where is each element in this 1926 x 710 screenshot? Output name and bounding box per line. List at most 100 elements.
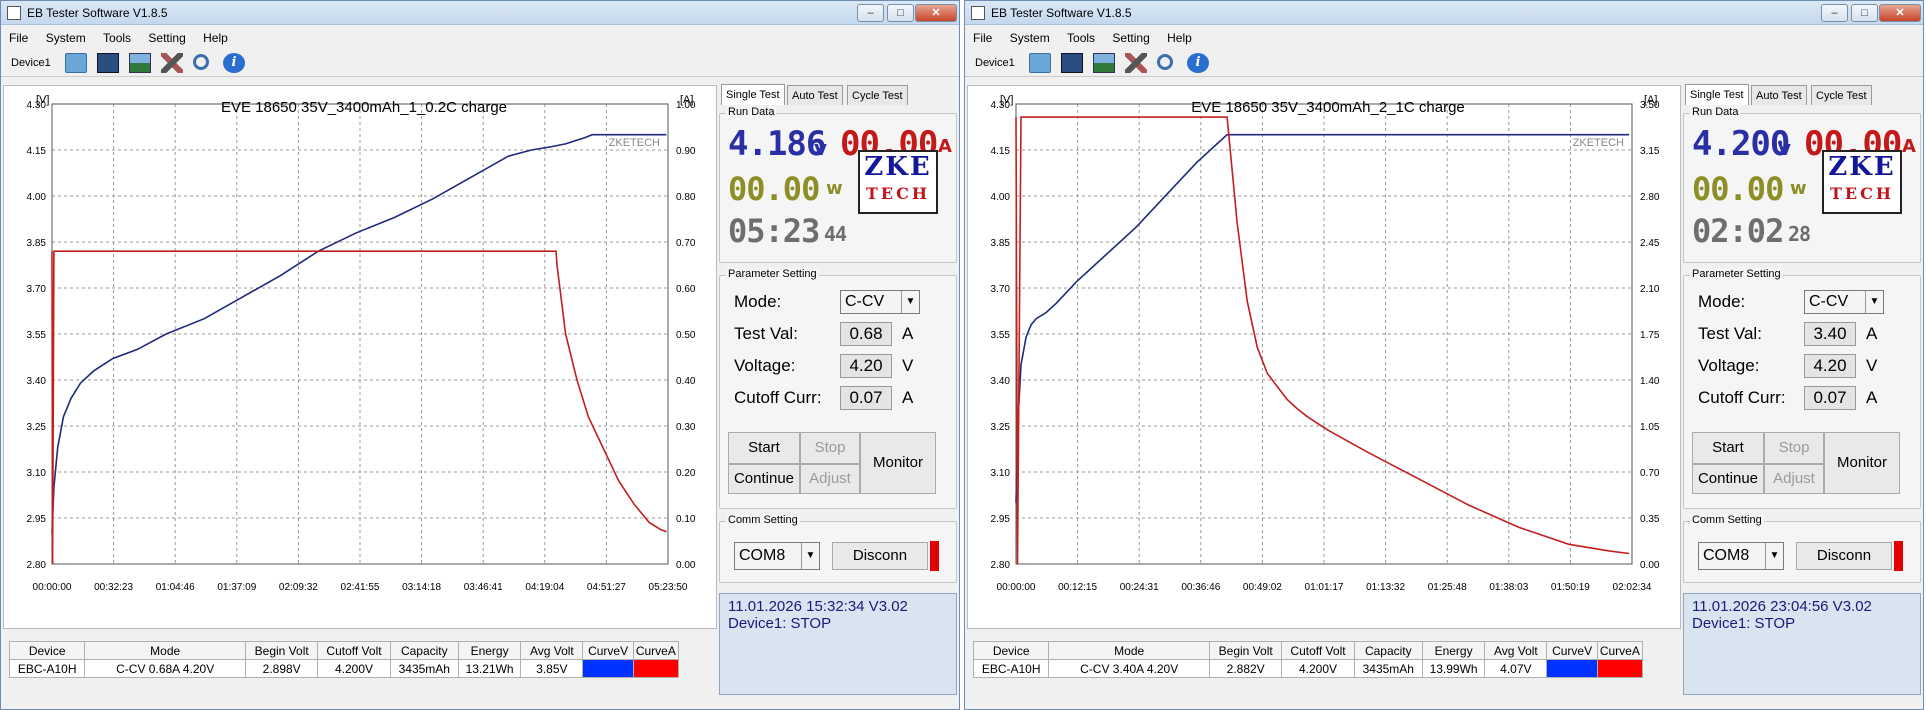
adjust-button[interactable]: Adjust	[800, 464, 860, 494]
run-data-group: Run Data 4.200 v 00.00 A 00.00 w 02:02 2…	[1683, 106, 1921, 263]
device-tab[interactable]: Device1	[11, 57, 51, 69]
chevron-down-icon: ▼	[1865, 291, 1883, 313]
cell-begin-volt: 2.882V	[1209, 659, 1283, 678]
curve-a-swatch[interactable]	[1596, 659, 1644, 678]
table-row[interactable]: EBC-A10H C-CV 3.40A 4.20V 2.882V 4.200V …	[972, 659, 1644, 678]
save-icon[interactable]	[1061, 53, 1083, 73]
mode-select[interactable]: C-CV ▼	[1804, 290, 1884, 314]
y-right-tick-label: 0.20	[676, 468, 696, 479]
lcd-current-unit: A	[1902, 136, 1916, 157]
curve-v-swatch[interactable]	[1546, 659, 1598, 678]
menu-help[interactable]: Help	[1167, 31, 1192, 45]
voltage-field[interactable]: 4.20	[1804, 354, 1856, 378]
info-icon[interactable]: i	[1187, 53, 1209, 73]
th-begin-volt: Begin Volt	[1209, 641, 1283, 660]
start-button[interactable]: Start	[728, 432, 800, 464]
x-tick-label: 03:14:18	[402, 582, 441, 593]
continue-button[interactable]: Continue	[728, 464, 800, 494]
y-left-ticks: 4.30 4.15 4.00 3.85 3.70 3.55 3.40 3.25 3.10 2.95…	[991, 100, 1011, 571]
minimize-button[interactable]: –	[1821, 4, 1848, 22]
curve-a-swatch[interactable]	[632, 659, 680, 678]
close-button[interactable]: ✕	[1879, 4, 1921, 22]
status-datetime: 11.01.2026 23:04:56 V3.02	[1692, 598, 1872, 615]
menu-setting[interactable]: Setting	[1112, 31, 1150, 45]
lcd-voltage-unit: v	[814, 136, 828, 160]
disconn-button[interactable]: Disconn	[832, 542, 928, 570]
menu-system[interactable]: System	[45, 31, 86, 45]
y-right-tick-label: 1.40	[1640, 376, 1660, 387]
y-left-tick-label: 3.25	[991, 422, 1011, 433]
y-right-tick-label: 2.10	[1640, 284, 1660, 295]
menu-setting[interactable]: Setting	[148, 31, 186, 45]
app-window-1: EB Tester Software V1.8.5 – □ ✕ File Sys…	[0, 0, 960, 710]
menu-system[interactable]: System	[1009, 31, 1050, 45]
lcd-power-unit: w	[826, 178, 843, 199]
test-val-field[interactable]: 0.68	[840, 322, 892, 346]
monitor-button[interactable]: Monitor	[1824, 432, 1900, 494]
tools-icon[interactable]	[161, 53, 183, 73]
y-right-tick-label: 3.50	[1640, 100, 1660, 111]
adjust-button[interactable]: Adjust	[1764, 464, 1824, 494]
title-bar[interactable]: EB Tester Software V1.8.5 – □ ✕	[965, 1, 1923, 25]
disconn-button[interactable]: Disconn	[1796, 542, 1892, 570]
y-left-tick-label: 2.80	[991, 560, 1011, 571]
chart-image-icon[interactable]	[129, 53, 151, 73]
y-right-ticks: 1.00 0.90 0.80 0.70 0.60 0.50 0.40 0.30 0.20 0.10…	[676, 100, 696, 571]
menu-file[interactable]: File	[9, 31, 29, 45]
parameter-setting-label: Parameter Setting	[726, 268, 819, 280]
cutoff-curr-field[interactable]: 0.07	[840, 386, 892, 410]
tab-cycle-test[interactable]: Cycle Test	[1811, 85, 1872, 105]
menu-tools[interactable]: Tools	[103, 31, 132, 45]
test-val-unit: A	[902, 324, 914, 343]
search-icon[interactable]	[193, 54, 209, 70]
com-port-select[interactable]: COM8 ▼	[1698, 542, 1784, 570]
lcd-current-unit: A	[938, 136, 952, 157]
tab-auto-test[interactable]: Auto Test	[787, 85, 843, 105]
y-left-tick-label: 3.85	[27, 238, 47, 249]
start-button[interactable]: Start	[1692, 432, 1764, 464]
stop-button[interactable]: Stop	[800, 432, 860, 464]
search-icon[interactable]	[1157, 54, 1173, 70]
stop-button[interactable]: Stop	[1764, 432, 1824, 464]
toolbar: Device1 i	[1, 49, 959, 77]
y-right-tick-label: 1.05	[1640, 422, 1660, 433]
table-row[interactable]: EBC-A10H C-CV 0.68A 4.20V 2.898V 4.200V …	[8, 659, 680, 678]
chart-grid	[1015, 103, 1633, 565]
open-folder-icon[interactable]	[1029, 53, 1051, 73]
maximize-button[interactable]: □	[887, 4, 914, 22]
tab-single-test[interactable]: Single Test	[1685, 84, 1749, 105]
mode-select[interactable]: C-CV ▼	[840, 290, 920, 314]
info-icon[interactable]: i	[223, 53, 245, 73]
title-bar[interactable]: EB Tester Software V1.8.5 – □ ✕	[1, 1, 959, 25]
voltage-field[interactable]: 4.20	[840, 354, 892, 378]
cutoff-curr-field[interactable]: 0.07	[1804, 386, 1856, 410]
x-tick-label: 04:19:04	[525, 582, 564, 593]
run-data-label: Run Data	[726, 106, 777, 118]
tab-auto-test[interactable]: Auto Test	[1751, 85, 1807, 105]
minimize-button[interactable]: –	[857, 4, 884, 22]
chart-image-icon[interactable]	[1093, 53, 1115, 73]
y-left-tick-label: 3.25	[27, 422, 47, 433]
tab-single-test[interactable]: Single Test	[721, 84, 785, 105]
close-button[interactable]: ✕	[915, 4, 957, 22]
y-left-tick-label: 3.70	[27, 284, 47, 295]
monitor-button[interactable]: Monitor	[860, 432, 936, 494]
curve-v-swatch[interactable]	[582, 659, 634, 678]
tab-cycle-test[interactable]: Cycle Test	[847, 85, 908, 105]
menu-tools[interactable]: Tools	[1067, 31, 1096, 45]
maximize-button[interactable]: □	[1851, 4, 1878, 22]
device-tab[interactable]: Device1	[975, 57, 1015, 69]
comm-setting-group: Comm Setting COM8 ▼ Disconn	[719, 514, 957, 583]
open-folder-icon[interactable]	[65, 53, 87, 73]
tools-icon[interactable]	[1125, 53, 1147, 73]
run-data-group: Run Data 4.186 v 00.00 A 00.00 w 05:23 4…	[719, 106, 957, 263]
com-port-select[interactable]: COM8 ▼	[734, 542, 820, 570]
menu-help[interactable]: Help	[203, 31, 228, 45]
test-val-field[interactable]: 3.40	[1804, 322, 1856, 346]
save-icon[interactable]	[97, 53, 119, 73]
continue-button[interactable]: Continue	[1692, 464, 1764, 494]
th-curve-a: CurveA	[632, 641, 680, 660]
menu-file[interactable]: File	[973, 31, 993, 45]
th-curve-v: CurveV	[582, 641, 634, 660]
x-tick-label: 05:23:50	[649, 582, 688, 593]
